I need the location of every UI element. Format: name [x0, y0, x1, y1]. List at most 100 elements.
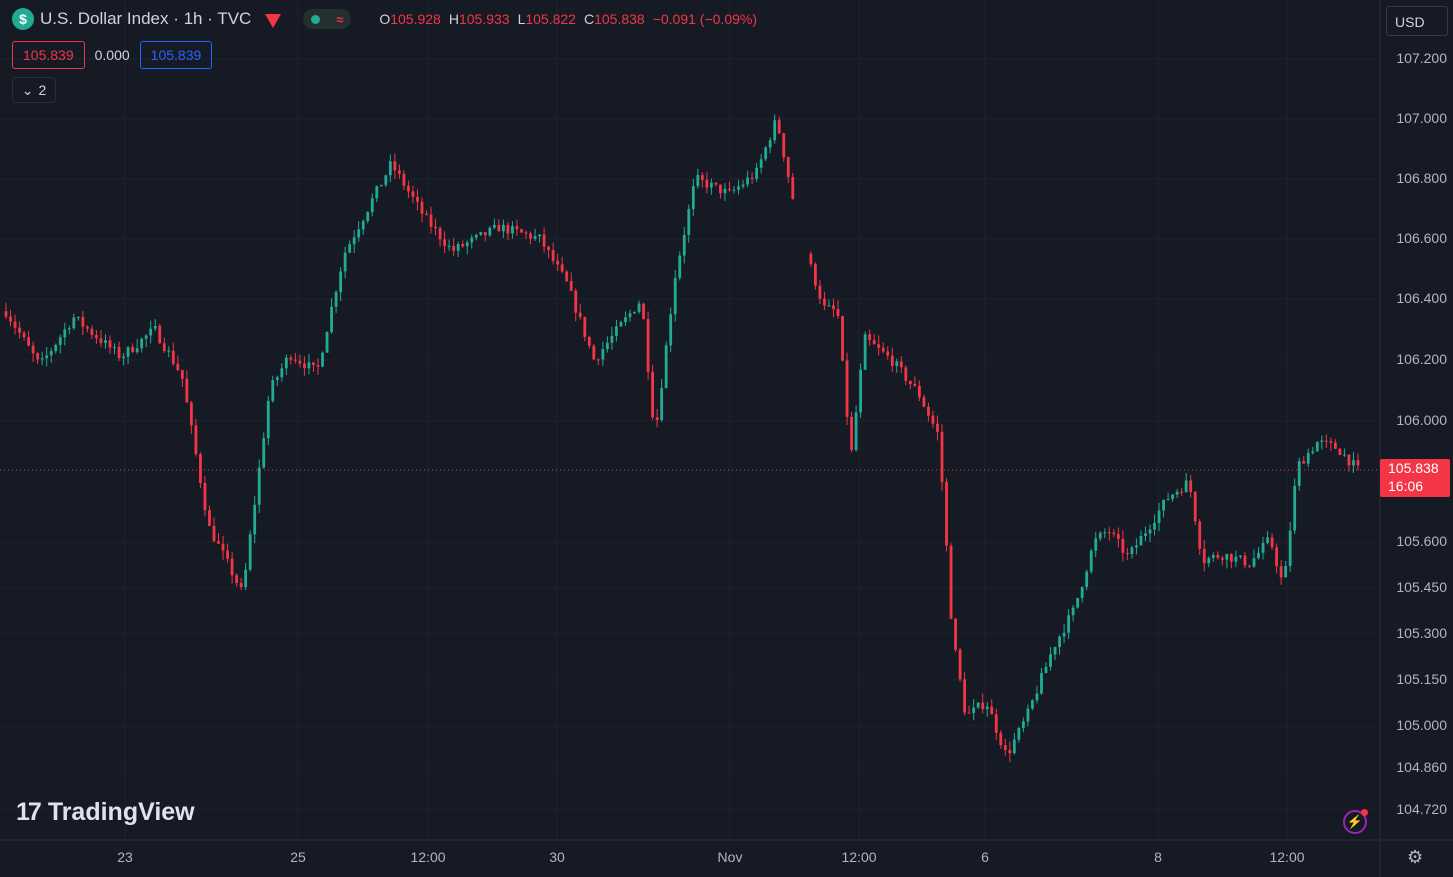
price-tick-label: 106.200	[1396, 351, 1447, 367]
candle-body	[375, 186, 379, 199]
candle-body	[54, 344, 58, 351]
candle-body	[171, 350, 175, 364]
candle-body	[773, 120, 777, 141]
change-value: −0.091 (−0.09%)	[652, 11, 757, 27]
candle-body	[90, 328, 94, 335]
tv-logo-icon: 17	[16, 798, 42, 826]
candle-body	[1058, 636, 1061, 648]
candle-body	[18, 327, 21, 333]
price-tick-label: 106.800	[1396, 170, 1447, 186]
candle-body	[719, 184, 722, 194]
candle-body	[257, 467, 261, 505]
candle-body	[1352, 460, 1355, 466]
candle-body	[474, 234, 478, 238]
candle-body	[1243, 555, 1247, 566]
candle-body	[1234, 556, 1238, 562]
last-price-label: 105.838	[1388, 460, 1439, 476]
close-value: 105.838	[594, 11, 645, 27]
candle-body	[714, 182, 718, 185]
price-tick-label: 106.400	[1396, 290, 1447, 306]
candle-body	[931, 415, 935, 424]
candle-body	[1239, 555, 1242, 557]
candle-body	[899, 361, 903, 368]
candle-body	[343, 252, 347, 272]
candle-body	[723, 188, 727, 194]
candle-body	[791, 177, 795, 199]
tradingview-logo[interactable]: 17 TradingView	[16, 798, 195, 827]
sell-button[interactable]: 105.839	[12, 41, 85, 69]
price-tick-label: 104.860	[1396, 759, 1447, 775]
buy-button[interactable]: 105.839	[139, 41, 213, 69]
candle-body	[560, 264, 564, 272]
candle-body	[483, 232, 487, 236]
candle-body	[782, 133, 786, 158]
candle-body	[682, 234, 686, 256]
candle-body	[809, 253, 813, 265]
candle-body	[298, 360, 302, 364]
candle-body	[226, 550, 229, 559]
candle-body	[967, 712, 971, 714]
price-tick-label: 104.720	[1396, 801, 1447, 817]
lightning-icon[interactable]: ⚡	[1343, 809, 1368, 834]
candle-body	[1085, 571, 1089, 587]
candle-body	[501, 224, 505, 232]
candle-body	[1220, 557, 1224, 560]
candle-body	[402, 173, 406, 186]
candle-body	[144, 335, 148, 339]
candle-body	[199, 454, 202, 484]
candle-body	[293, 359, 297, 361]
candle-body	[1306, 452, 1310, 464]
candle-body	[1211, 554, 1215, 558]
candle-body	[1180, 491, 1184, 493]
candle-body	[981, 702, 985, 710]
candle-body	[189, 402, 193, 426]
high-value: 105.933	[458, 11, 510, 27]
candle-body	[167, 350, 171, 352]
candle-body	[425, 213, 428, 215]
candle-body	[352, 237, 356, 245]
candle-body	[1017, 728, 1021, 740]
candle-body	[1252, 558, 1256, 567]
notification-dot-icon	[1361, 809, 1368, 816]
candle-body	[533, 236, 537, 239]
candle-body	[728, 188, 731, 191]
gear-icon[interactable]: ⚙	[1407, 847, 1424, 867]
candle-body	[574, 290, 578, 313]
currency-select[interactable]: USD	[1386, 6, 1448, 36]
candle-body	[1121, 538, 1125, 553]
candle-body	[520, 229, 523, 233]
candle-body	[388, 161, 392, 176]
candle-body	[832, 305, 835, 309]
candle-body	[746, 177, 749, 185]
candle-body	[45, 355, 49, 359]
candle-body	[1333, 442, 1337, 449]
flag-icon[interactable]	[265, 14, 282, 28]
market-status-pill[interactable]: ≈	[303, 9, 352, 29]
candle-body	[936, 423, 939, 432]
candle-body	[678, 255, 682, 278]
candle-body	[1040, 673, 1043, 694]
candle-body	[117, 346, 121, 359]
candle-body	[334, 292, 338, 307]
candle-body	[705, 179, 709, 188]
price-tick-label: 105.000	[1396, 717, 1447, 733]
candle-body	[492, 224, 496, 228]
candle-body	[949, 545, 953, 619]
candle-body	[158, 325, 162, 344]
indicators-toggle-button[interactable]: ⌄ 2	[12, 77, 56, 103]
candle-body	[542, 234, 546, 247]
spread-value: 0.000	[94, 47, 130, 63]
candle-body	[325, 332, 329, 353]
candle-body	[221, 543, 225, 551]
candle-body	[9, 316, 12, 322]
candle-body	[217, 541, 220, 544]
symbol-title[interactable]: U.S. Dollar Index · 1h · TVC	[40, 9, 252, 28]
candle-body	[601, 349, 605, 360]
candle-body	[140, 338, 144, 349]
candle-body	[1175, 491, 1179, 495]
candle-body	[131, 347, 135, 352]
candle-body	[1031, 700, 1034, 709]
candle-body	[669, 314, 673, 346]
candle-body	[135, 348, 139, 352]
